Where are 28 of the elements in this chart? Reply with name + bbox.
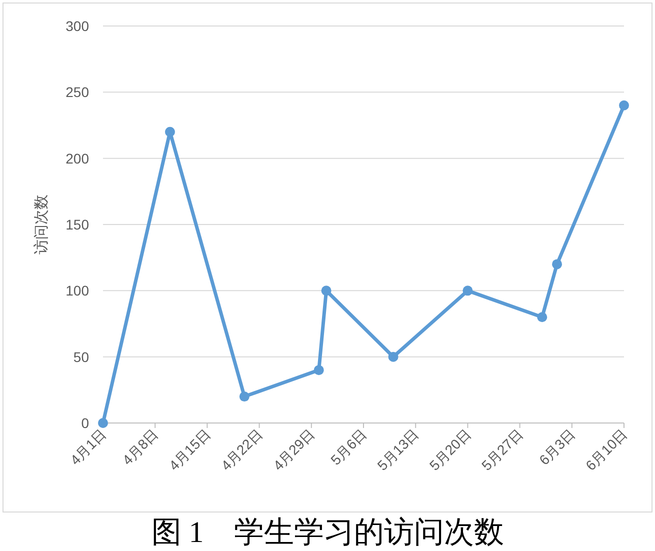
point [552, 259, 562, 270]
x-tick-label: 4月15日 [166, 426, 214, 474]
text: 图 1 学生学习的访问次数 [151, 516, 504, 549]
x-tick-label: 4月8日 [119, 426, 162, 468]
y-tick-label: 250 [66, 84, 90, 100]
point [239, 392, 250, 402]
point [314, 365, 324, 376]
point [462, 286, 473, 296]
y-tick-label: 150 [66, 216, 90, 232]
x-tick-label: 5月27日 [478, 426, 526, 474]
point [321, 286, 332, 296]
point [537, 312, 548, 322]
y-tick-label: 0 [81, 415, 90, 431]
x-tick-label: 6月10日 [582, 426, 630, 474]
y-tick-label: 100 [66, 282, 90, 299]
y-axis-title: 访问次数 [33, 194, 50, 254]
point [164, 126, 175, 137]
y-tick-label: 300 [66, 18, 90, 34]
x-tick-label: 5月6日 [327, 426, 370, 468]
point [388, 352, 398, 362]
x-tick-label: 4月22日 [218, 426, 266, 474]
x-tick-label: 4月29日 [270, 426, 318, 474]
x-tick-label: 6月3日 [536, 426, 578, 468]
x-tick-label: 5月13日 [374, 426, 422, 474]
x-tick-label: 5月20日 [426, 426, 474, 474]
y-tick-label: 50 [73, 348, 90, 365]
y-tick-label: 200 [66, 150, 90, 166]
point [619, 100, 629, 110]
